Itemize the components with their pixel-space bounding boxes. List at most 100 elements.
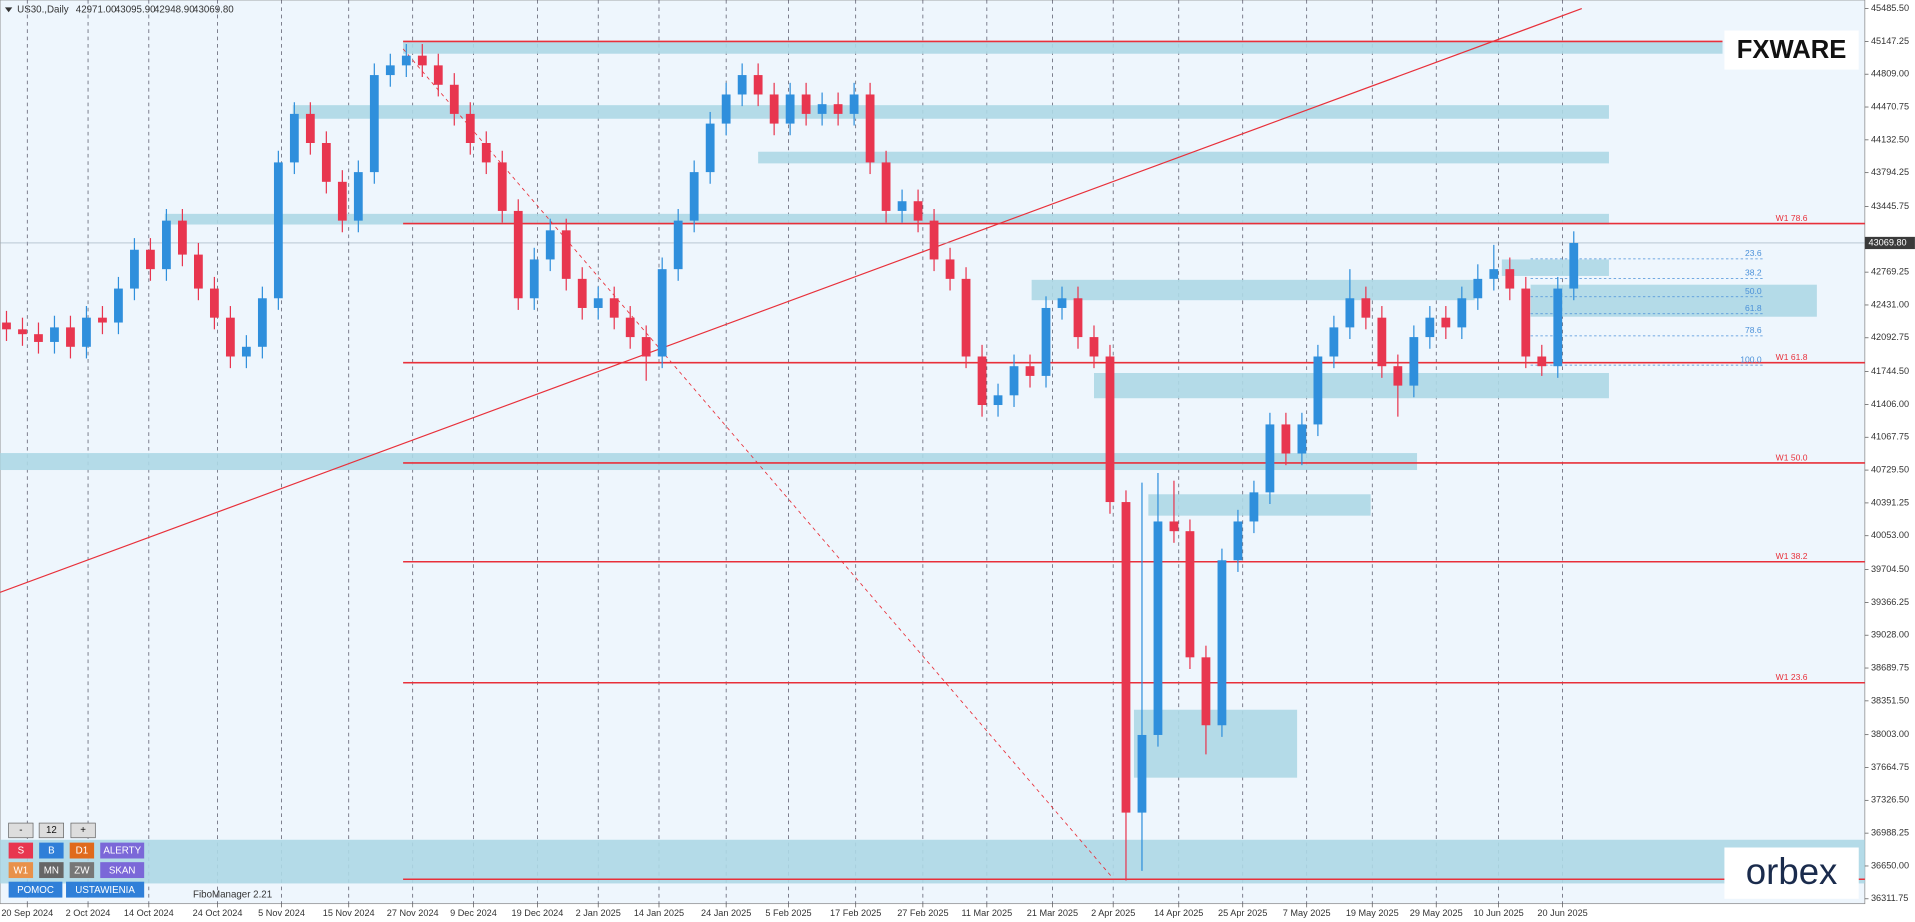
candle-body — [257, 298, 267, 347]
candle-body — [50, 327, 59, 342]
button[interactable] — [8, 862, 34, 879]
candle-body — [785, 94, 795, 124]
y-tick-label: 39704.50 — [1871, 564, 1909, 574]
y-tick-label: 44132.50 — [1871, 134, 1909, 144]
button-label[interactable]: POMOC — [17, 885, 54, 896]
zone — [164, 213, 1609, 225]
level-label: W1 61.8 — [1776, 352, 1808, 362]
button-label[interactable]: - — [19, 825, 22, 836]
candle-body — [977, 356, 987, 406]
fib-label: 50.0 — [1745, 286, 1762, 296]
candle-body — [641, 337, 651, 357]
logo-box — [1724, 847, 1859, 899]
button-label[interactable]: MN — [44, 865, 59, 876]
candle-body — [1121, 502, 1131, 813]
button[interactable] — [69, 862, 95, 879]
level-label: W1 23.6 — [1776, 672, 1808, 682]
candle-body — [1041, 307, 1051, 376]
y-tick-label: 45147.25 — [1871, 36, 1909, 46]
plot-area — [0, 0, 1866, 905]
candle-body — [1505, 269, 1515, 289]
indicator-name: FiboManager 2.21 — [193, 890, 272, 901]
candle-body — [833, 104, 843, 114]
trendline — [0, 8, 1582, 593]
x-tick-label: 25 Apr 2025 — [1218, 908, 1267, 918]
x-tick-label: 2 Apr 2025 — [1091, 908, 1135, 918]
candle-body — [1553, 288, 1563, 367]
button[interactable] — [8, 822, 34, 839]
y-tick-label: 44470.75 — [1871, 101, 1909, 111]
candle-body — [1441, 317, 1451, 328]
button-label[interactable]: USTAWIENIA — [75, 885, 135, 896]
button[interactable] — [69, 842, 95, 859]
candle-body — [817, 104, 827, 114]
button[interactable] — [100, 862, 145, 879]
x-tick-label: 24 Jan 2025 — [701, 908, 751, 918]
candle-body — [449, 84, 459, 114]
button[interactable] — [38, 822, 64, 839]
candle-body — [1489, 269, 1499, 279]
candle-body — [945, 259, 955, 279]
candle-body — [737, 75, 747, 95]
button[interactable] — [39, 862, 64, 879]
menu-arrow[interactable] — [4, 7, 13, 13]
candle-body — [1249, 492, 1259, 522]
candle-body — [465, 113, 475, 144]
button-label[interactable]: W1 — [14, 865, 29, 876]
zone — [1530, 284, 1817, 317]
button[interactable] — [66, 881, 145, 898]
y-tick-label: 38351.50 — [1871, 695, 1909, 705]
button-label[interactable]: 12 — [46, 825, 57, 836]
candle-body — [385, 65, 395, 76]
zone — [758, 151, 1609, 164]
fib-label: 61.8 — [1745, 303, 1762, 313]
fib-label: 78.6 — [1745, 325, 1762, 335]
y-tick-label: 43794.25 — [1871, 167, 1909, 177]
candle-body — [625, 317, 635, 338]
candle-body — [1521, 288, 1531, 357]
candle-body — [545, 230, 555, 260]
button[interactable] — [8, 842, 34, 859]
x-tick-label: 5 Feb 2025 — [765, 908, 811, 918]
y-tick-label: 38003.00 — [1871, 729, 1909, 739]
candle-body — [673, 220, 683, 270]
candle-body — [337, 181, 347, 221]
candle-body — [513, 210, 523, 299]
button-label[interactable]: + — [80, 825, 86, 836]
button-label[interactable]: ZW — [74, 865, 90, 876]
y-tick-label: 39028.00 — [1871, 630, 1909, 640]
x-tick-label: 29 May 2025 — [1410, 908, 1463, 918]
x-tick-label: 27 Nov 2024 — [387, 908, 439, 918]
candle-body — [1233, 521, 1243, 561]
candle-body — [401, 55, 411, 66]
button[interactable] — [8, 881, 63, 898]
candle-body — [353, 172, 363, 221]
button[interactable] — [70, 822, 96, 839]
candle-body — [1425, 317, 1435, 338]
ohlc-open: 42971.00 — [76, 4, 117, 15]
button-label[interactable]: SKAN — [109, 865, 136, 876]
current-price-label: 43069.80 — [1869, 237, 1907, 247]
candle-body — [705, 123, 715, 173]
button-label[interactable]: S — [18, 846, 25, 857]
ohlc-low: 42948.90 — [154, 4, 195, 15]
candle-body — [1329, 327, 1339, 357]
fib-label: 38.2 — [1745, 268, 1762, 278]
candle-body — [1457, 298, 1467, 328]
candle-body — [162, 220, 171, 270]
candle-body — [305, 113, 315, 144]
x-tick-label: 14 Oct 2024 — [124, 908, 174, 918]
candle-body — [769, 94, 779, 124]
button[interactable] — [39, 842, 64, 859]
y-tick-label: 37326.50 — [1871, 795, 1909, 805]
candle-body — [241, 346, 251, 357]
candle-body — [1569, 242, 1579, 289]
x-tick-label: 24 Oct 2024 — [193, 908, 243, 918]
y-tick-label: 42769.25 — [1871, 267, 1909, 277]
button-label[interactable]: ALERTY — [103, 846, 141, 857]
button[interactable] — [100, 842, 145, 859]
ohlc-high: 43095.90 — [115, 4, 156, 15]
button-label[interactable]: D1 — [76, 846, 88, 857]
button-label[interactable]: B — [48, 846, 55, 857]
